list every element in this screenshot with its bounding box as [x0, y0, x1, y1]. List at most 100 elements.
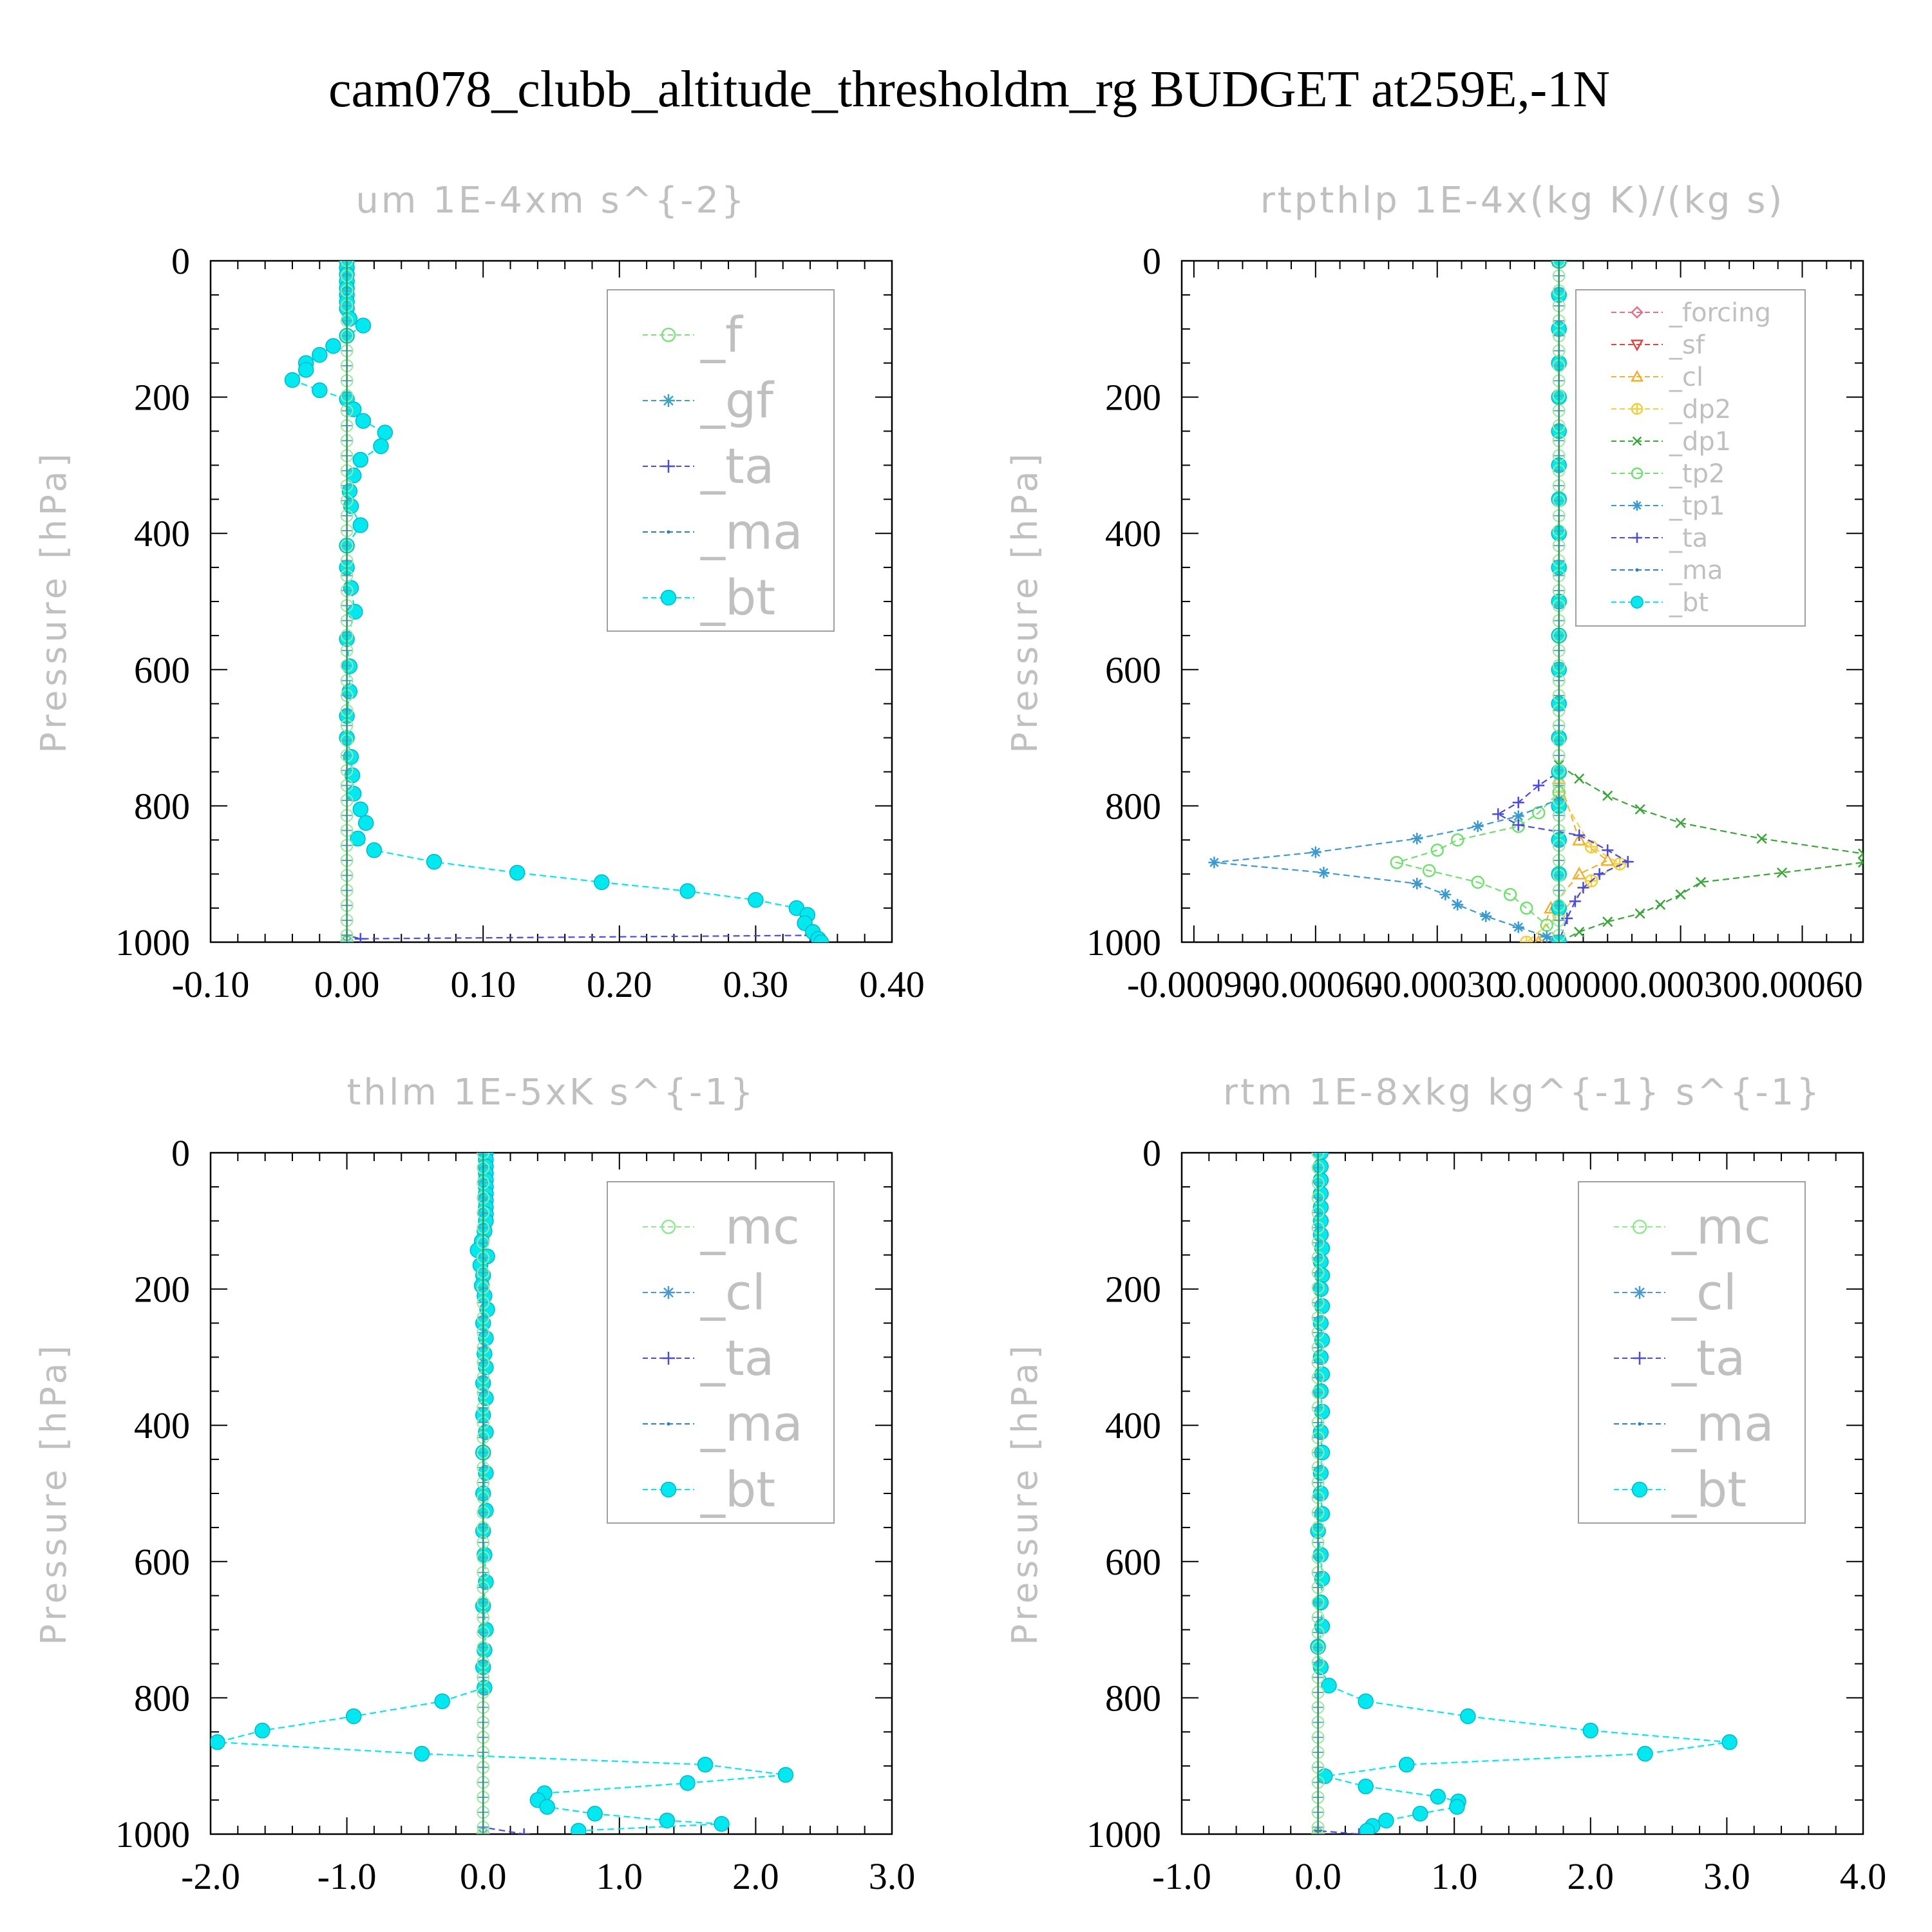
- legend-marker: [661, 1219, 676, 1235]
- plot-area: [1310, 1153, 1738, 1834]
- data-point: [434, 1693, 450, 1709]
- legend-label: _ta: [1669, 524, 1708, 553]
- y-tick-label: 200: [134, 1269, 190, 1311]
- data-point: [477, 1287, 493, 1304]
- legend-marker: [667, 530, 670, 534]
- data-point: [1577, 882, 1589, 894]
- data-point: [341, 310, 358, 327]
- legend-label: _ta: [700, 437, 774, 495]
- x-tick-label: -0.00090: [1127, 963, 1261, 1005]
- data-point: [1472, 820, 1484, 833]
- data-point: [254, 1722, 270, 1739]
- data-point: [813, 934, 829, 942]
- data-point: [1358, 1778, 1374, 1795]
- data-point: [1622, 856, 1634, 868]
- y-tick-label: 0: [171, 1132, 190, 1174]
- legend-item-cl: _cl: [1614, 1264, 1737, 1321]
- data-point: [1411, 833, 1423, 845]
- data-point: [1756, 833, 1767, 844]
- legend-item-bt: _bt: [1614, 1461, 1747, 1518]
- x-tick-label: 2.0: [1567, 1855, 1615, 1897]
- y-tick-label: 200: [134, 377, 190, 419]
- series-line: [1558, 261, 1863, 942]
- axis-ticks: [210, 1152, 893, 1835]
- data-point: [1503, 887, 1517, 902]
- legend-label: _forcing: [1669, 298, 1771, 328]
- x-tick-label: 0.20: [587, 963, 652, 1005]
- data-point: [352, 801, 369, 817]
- legend-label: _ta: [700, 1329, 774, 1387]
- legend-marker: [662, 1286, 675, 1299]
- legend-item-ta: _ta: [1614, 1329, 1745, 1387]
- legend-item-bt: _bt: [643, 1461, 775, 1518]
- data-point: [587, 1806, 603, 1822]
- legend-item-f: _f: [643, 306, 744, 363]
- legend-marker: [662, 1352, 675, 1365]
- legend-label: _sf: [1669, 330, 1705, 360]
- legend-item-ma: _ma: [1614, 1395, 1774, 1452]
- y-axis-label: Pressure [hPa]: [33, 1341, 74, 1645]
- legend-item-sf: _sf: [1611, 330, 1705, 360]
- y-tick-label: 400: [1105, 513, 1161, 554]
- data-point: [1452, 898, 1464, 911]
- data-point: [352, 517, 369, 533]
- x-tick-label: 3.0: [1703, 1855, 1750, 1897]
- y-axis-label: Pressure [hPa]: [1005, 450, 1045, 753]
- y-tick-label: 800: [134, 1677, 190, 1719]
- x-tick-label: -0.10: [172, 963, 250, 1005]
- y-tick-label: 0: [171, 240, 190, 282]
- legend-label: _f: [700, 306, 744, 363]
- legend-marker: [662, 394, 675, 407]
- legend-item-gf: _gf: [643, 372, 775, 429]
- y-tick-label: 1000: [1086, 1814, 1161, 1855]
- y-tick-label: 800: [1105, 785, 1161, 827]
- legend-marker: [1631, 596, 1643, 609]
- legend-label: _bt: [1669, 588, 1709, 618]
- legend-item-ta: _ta: [1611, 524, 1708, 553]
- data-point: [1398, 1756, 1415, 1773]
- data-point: [1353, 1828, 1365, 1834]
- x-tick-label: -0.00030: [1370, 963, 1504, 1005]
- data-point: [354, 933, 366, 942]
- data-point: [1655, 899, 1666, 910]
- legend-marker: [660, 589, 677, 606]
- y-tick-label: 1000: [115, 1814, 190, 1855]
- legend-label: _bt: [1671, 1461, 1747, 1518]
- x-tick-label: -1.0: [317, 1855, 377, 1897]
- legend-marker: [1632, 1219, 1647, 1235]
- data-point: [1613, 857, 1627, 871]
- data-point: [1600, 853, 1615, 866]
- x-tick-label: 0.00: [314, 963, 380, 1005]
- data-point: [1450, 833, 1464, 847]
- legend-marker: [1633, 1352, 1646, 1365]
- data-point: [1573, 829, 1586, 841]
- data-point: [211, 1734, 225, 1750]
- data-point: [325, 338, 341, 354]
- data-point: [345, 786, 362, 802]
- y-tick-label: 1000: [115, 922, 190, 963]
- x-tick-label: -0.00060: [1249, 963, 1383, 1005]
- data-point: [1492, 808, 1504, 820]
- data-point: [478, 1622, 494, 1638]
- legend-marker: [661, 327, 676, 343]
- data-point: [1696, 876, 1707, 887]
- legend-marker: [1630, 370, 1644, 382]
- y-tick-label: 600: [1105, 1541, 1161, 1583]
- data-point: [1439, 888, 1452, 900]
- panel-3: thlm 1E-5xK s^{-1} Pressure [hPa] -2.0 -1.0…: [33, 1072, 915, 1897]
- data-point: [1675, 889, 1686, 900]
- x-tick-label: 0.00030: [1620, 963, 1741, 1005]
- series-line: [1496, 261, 1630, 942]
- legend-label: _cl: [1669, 363, 1703, 392]
- data-point: [355, 317, 372, 334]
- data-point: [341, 658, 358, 674]
- panel-title: rtm 1E-8xkg kg^{-1} s^{-1}: [1223, 1072, 1822, 1113]
- legend-item-mc: _mc: [643, 1198, 800, 1255]
- legend-item-dp1: _dp1: [1611, 427, 1731, 457]
- data-point: [679, 883, 696, 899]
- legend-item-cl: _cl: [1611, 363, 1703, 392]
- legend-label: _cl: [700, 1264, 766, 1321]
- data-point: [748, 892, 764, 908]
- legend-item-mc: _mc: [1614, 1198, 1771, 1255]
- legend-item-tp2: _tp2: [1611, 459, 1725, 489]
